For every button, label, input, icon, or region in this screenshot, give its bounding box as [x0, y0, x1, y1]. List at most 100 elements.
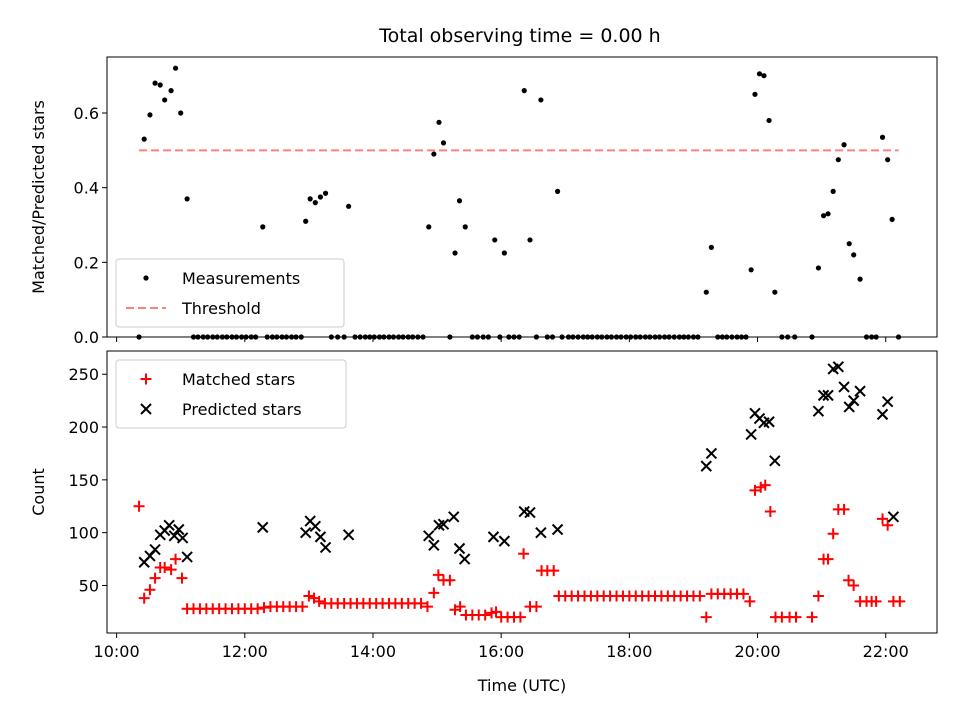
measurement-point: [752, 91, 758, 97]
measurement-point: [756, 71, 763, 77]
top-panel-ticks: 0.0 0.2 0.4 0.6: [74, 104, 887, 347]
matched-stars-point: [694, 590, 706, 602]
measurement-point: [157, 82, 163, 88]
matched-stars-point: [138, 592, 150, 604]
top-panel-marks: [136, 65, 902, 340]
predicted-stars-point: [342, 529, 355, 541]
predicted-stars-point: [745, 428, 757, 441]
predicted-stars-point: [822, 389, 834, 402]
measurement-point: [431, 151, 437, 157]
measurement-point: [761, 73, 767, 79]
measurement-point: [462, 224, 468, 230]
predicted-stars-point: [817, 389, 830, 402]
measurement-point: [820, 213, 827, 219]
measurement-point: [436, 119, 442, 125]
measurement-point: [538, 97, 544, 103]
measurement-point: [841, 142, 847, 148]
y-tick-label: 0.2: [74, 253, 99, 272]
measurement-point: [141, 136, 147, 142]
matched-stars-point: [514, 611, 526, 623]
matched-stars-point: [744, 595, 756, 607]
predicted-stars-point: [535, 526, 547, 539]
predicted-stars-point: [458, 553, 471, 565]
predicted-stars-point: [887, 511, 900, 523]
measurement-point: [317, 194, 324, 200]
y-tick-label: 50: [79, 576, 99, 595]
x-tick-label: 20:00: [734, 642, 780, 661]
predicted-stars-point: [423, 530, 435, 542]
predicted-stars-point: [881, 395, 894, 408]
matched-stars-point: [822, 553, 834, 565]
x-tick-label: 10:00: [94, 642, 140, 661]
measurement-point: [312, 200, 318, 206]
matched-stars-point: [170, 553, 182, 565]
measurement-point: [501, 250, 507, 256]
matched-stars-point: [432, 569, 444, 581]
y-tick-label: 150: [68, 471, 99, 490]
predicted-stars-point: [299, 526, 312, 539]
matched-stars-point: [877, 513, 889, 525]
predicted-stars-point: [453, 542, 466, 555]
y-tick-label: 100: [68, 524, 99, 543]
measurement-point: [492, 237, 498, 243]
bottom-panel-y-axis-label: Count: [29, 468, 48, 516]
matched-stars-point: [700, 611, 712, 623]
measurement-point: [184, 196, 190, 202]
bottom-panel-marks: [133, 361, 906, 623]
matched-stars-point: [144, 584, 156, 596]
top-panel-frame: [106, 56, 938, 338]
measurement-point: [322, 190, 329, 196]
legend-matched-swatch: [140, 373, 152, 385]
matched-stars-point: [759, 479, 771, 491]
x-tick-label: 14:00: [350, 642, 396, 661]
measurement-point: [440, 140, 447, 146]
predicted-stars-point: [854, 385, 866, 397]
measurement-point: [748, 267, 754, 273]
matched-stars-point: [764, 506, 776, 518]
matched-stars-point: [428, 587, 440, 599]
predicted-stars-point: [551, 523, 564, 536]
predicted-stars-point: [163, 519, 175, 531]
y-tick-label: 250: [68, 365, 99, 384]
predicted-stars-point: [705, 447, 718, 460]
matched-stars-point: [827, 528, 839, 540]
measurement-point: [879, 134, 886, 140]
legend-entry-label: Matched stars: [182, 370, 295, 389]
matched-stars-point: [313, 595, 325, 607]
y-tick-label: 0.0: [74, 328, 99, 347]
predicted-stars-point: [876, 408, 889, 421]
legend-entry-label: Threshold: [181, 299, 261, 318]
matched-stars-point: [165, 564, 177, 576]
top-panel-legend: Measurements Threshold: [115, 258, 345, 328]
predicted-stars-point: [448, 511, 460, 523]
predicted-stars-point: [524, 506, 536, 519]
measurement-point: [825, 211, 831, 217]
matched-stars-point: [415, 597, 427, 609]
matched-stars-point: [843, 574, 855, 586]
legend-predicted-swatch: [140, 403, 152, 415]
measurement-point: [766, 117, 772, 124]
matched-stars-point: [296, 601, 308, 613]
measurement-point: [346, 203, 352, 209]
predicted-stars-point: [763, 416, 775, 428]
x-tick-label: 18:00: [606, 642, 652, 661]
matched-stars-point: [444, 574, 456, 586]
matched-stars-point: [252, 603, 264, 615]
measurement-point: [260, 224, 266, 230]
y-tick-label: 0.4: [74, 179, 99, 198]
matched-stars-point: [870, 595, 882, 607]
predicted-stars-point: [309, 520, 322, 533]
predicted-stars-point: [168, 530, 181, 542]
bottom-panel: 50 100 150 200 250 10:00 12:00 14:00 16:00 18:00 2…: [29, 350, 938, 695]
predicted-stars-point: [847, 394, 860, 407]
measurement-point: [172, 65, 179, 71]
measurement-point: [554, 188, 561, 194]
measurement-point: [456, 198, 463, 204]
matched-stars-point: [790, 611, 802, 623]
predicted-stars-point: [843, 401, 855, 413]
predicted-stars-point: [173, 523, 185, 536]
matched-stars-point: [812, 590, 824, 602]
predicted-stars-point: [812, 405, 825, 417]
measurement-point: [152, 80, 158, 86]
